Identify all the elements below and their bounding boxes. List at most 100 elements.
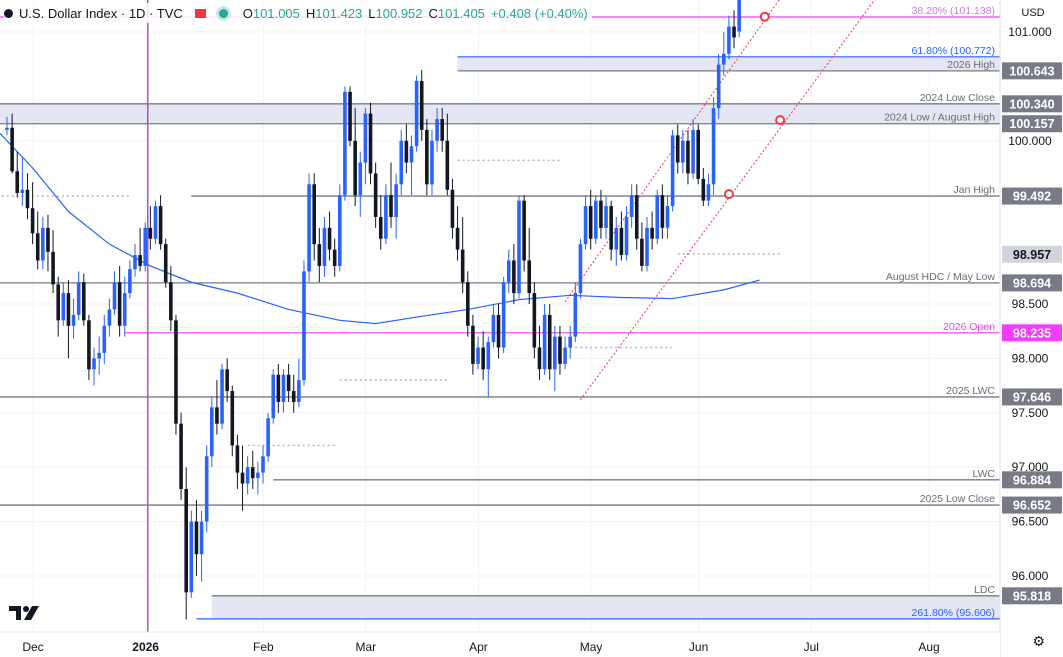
price-tag-label: 96.884 [1013,473,1051,487]
candle [281,369,286,413]
candle-body [281,374,286,402]
candle-body [271,374,276,419]
candle-body [634,195,639,239]
candle [266,412,270,462]
price-tag: 100.340 [1002,95,1062,113]
candle-body [547,314,552,370]
price-tag-label: 99.492 [1013,190,1051,204]
candle [271,369,276,424]
y-tick-label: 97.500 [1012,406,1049,420]
candle-body [291,391,296,402]
candle [378,195,383,250]
candle [317,227,322,283]
candle [66,280,71,359]
price-tag-bg [1002,187,1062,205]
candle [261,445,265,484]
candle-body [722,53,726,65]
candle [35,211,40,270]
price-tag: 96.884 [1002,471,1062,489]
candle [338,184,342,272]
candle [594,195,598,245]
candle-body [686,140,690,174]
pivot-marker [759,11,770,22]
candle [51,230,55,294]
candle-body [650,227,654,239]
candle-body [471,325,475,364]
x-tick-label: Mar [355,640,376,654]
candle-body [445,140,450,190]
candle [568,325,572,359]
candle [512,244,516,304]
candle-body [655,195,660,239]
candle [681,129,685,174]
candle [230,385,235,457]
price-tag: 96.652 [1002,496,1062,514]
candle [179,412,183,500]
candle [553,325,557,392]
candle [133,244,137,277]
candle-body [506,260,511,283]
symbol-name[interactable]: U.S. Dollar Index · 1D · TVC [19,5,183,21]
candle-body [419,80,424,130]
candle [394,173,398,239]
price-tag: 98.957 [1002,245,1062,263]
candle-body [225,369,229,392]
tradingview-logo-icon[interactable] [9,603,41,621]
candle [332,238,337,277]
candle [563,336,567,370]
level-label: LWC [972,468,995,480]
price-tag-label: 97.646 [1013,390,1051,404]
candle [15,151,20,198]
currency-selector[interactable]: USD [1021,7,1045,19]
candle-body [153,206,158,239]
candle-body [230,391,235,446]
gear-icon[interactable]: ⚙ [1032,633,1045,649]
x-tick-label: 2026 [132,640,159,654]
candle [655,189,660,245]
candle [286,363,291,402]
price-tag-bg [1002,496,1062,514]
candle [163,238,168,288]
candle-body [10,127,14,172]
candle [20,157,25,207]
candle [476,336,480,370]
candle-body [66,293,71,326]
candle-body [675,135,680,163]
candle-body [169,282,173,321]
candle-body [112,282,117,310]
ohlc-low: 100.952 [375,5,423,21]
candle [199,510,204,582]
candle-body [681,140,685,163]
candle-body [491,314,496,343]
x-tick-label: Jun [689,640,708,654]
candle [435,108,439,152]
candle-body [399,140,404,185]
candle [665,195,670,239]
candle-body [210,407,214,457]
candle-body [245,467,250,484]
pivot-marker [775,115,786,126]
candle [670,129,675,212]
candle-body [573,293,578,337]
channel-line [580,0,876,401]
candle [256,461,260,495]
candle-body [696,129,700,179]
y-tick-label: 96.000 [1012,569,1049,583]
candle [640,222,644,272]
candle [578,238,583,299]
candle-body [199,521,204,555]
red-flag-icon[interactable] [194,8,206,18]
candle [56,276,60,337]
candle-body [435,119,439,141]
candle-body [348,91,352,141]
price-tag: 100.643 [1002,62,1062,80]
candle [122,276,127,337]
candle [599,189,603,239]
candle-body [353,140,357,196]
candle-body [691,129,695,174]
candle-body [332,249,337,266]
level-label: August HDC / May Low [886,271,996,283]
candle [92,347,96,386]
candle-body [215,407,219,424]
